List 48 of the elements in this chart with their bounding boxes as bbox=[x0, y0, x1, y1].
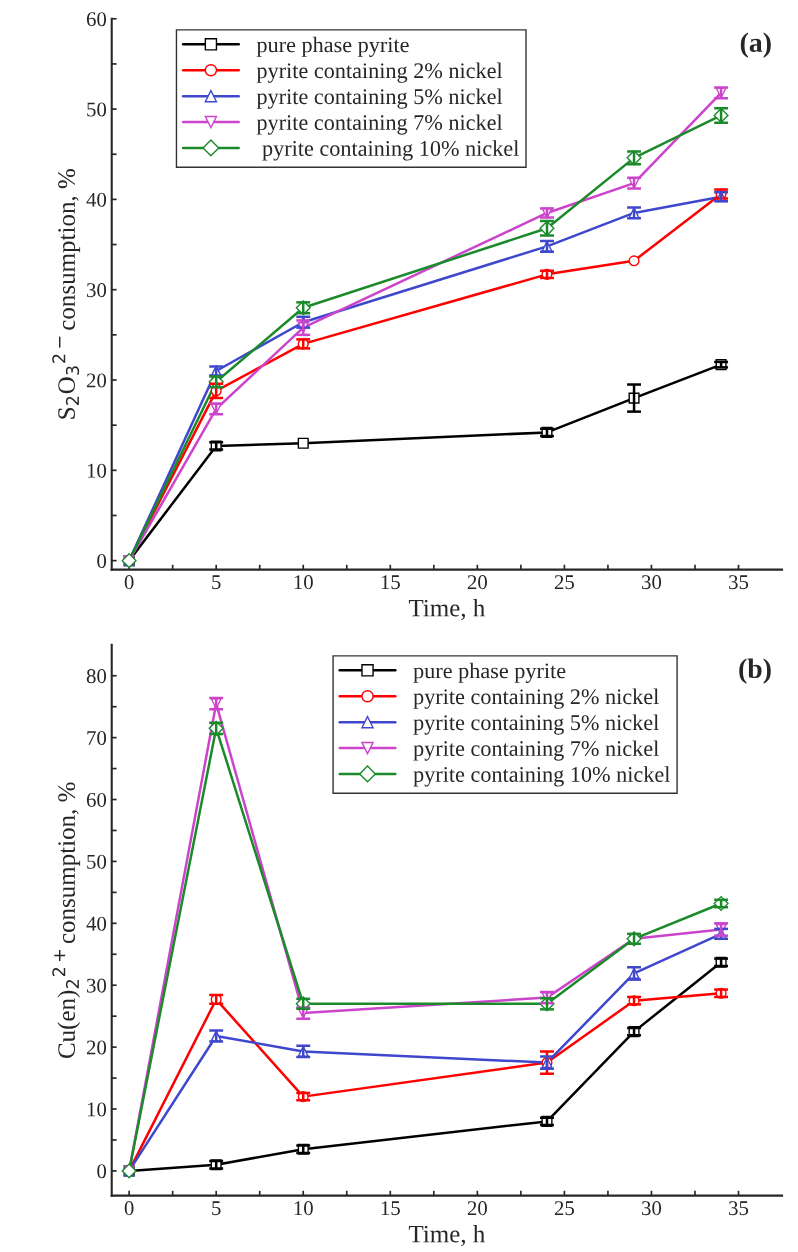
y-tick-label: 50 bbox=[87, 102, 107, 117]
y-tick-label: 40 bbox=[86, 192, 107, 207]
legend-label: pyrite containing 10% nickel bbox=[262, 140, 519, 161]
legend-label: pyrite containing 5% nickel bbox=[413, 714, 659, 735]
x-tick-label: 35 bbox=[729, 575, 749, 590]
y-tick-label: 80 bbox=[86, 669, 107, 684]
y-tick-label: 60 bbox=[86, 792, 107, 807]
y-tick-label: 70 bbox=[87, 731, 107, 746]
x-tick-label: 15 bbox=[381, 575, 400, 590]
y-tick-label: 20 bbox=[86, 1040, 107, 1055]
legend-label: pyrite containing 2% nickel bbox=[413, 688, 659, 709]
y-tick-label: 60 bbox=[86, 12, 107, 27]
y-tick-label: 10 bbox=[87, 463, 107, 478]
annotation: (b) bbox=[739, 658, 771, 684]
y-tick-label: 0 bbox=[97, 1164, 107, 1179]
y-tick-label: 30 bbox=[87, 283, 107, 298]
y-axis-title: S$_{2}$O$_{3}$$^{2−}$consumption, % bbox=[52, 169, 81, 419]
y-tick-label: 10 bbox=[87, 1102, 107, 1117]
y-axis-title: Cu(en)$_{2}$$^{2+}$consumption, % bbox=[52, 782, 81, 1059]
legend-label: pyrite containing 2% nickel bbox=[256, 62, 503, 83]
y-tick-label: 40 bbox=[86, 916, 107, 931]
x-tick-label: 25 bbox=[554, 1201, 575, 1216]
x-tick-label: 0 bbox=[124, 575, 134, 590]
legend-label: pyrite containing 7% nickel bbox=[256, 114, 503, 135]
y-tick-label: 30 bbox=[87, 978, 107, 993]
legend-label: pure phase pyrite bbox=[256, 36, 409, 57]
legend-label: pyrite containing 7% nickel bbox=[413, 740, 659, 761]
x-tick-label: 20 bbox=[467, 575, 487, 590]
x-tick-label: 25 bbox=[554, 575, 575, 590]
x-tick-label: 20 bbox=[467, 1201, 487, 1216]
x-tick-label: 15 bbox=[381, 1201, 400, 1216]
annotation: (a) bbox=[740, 32, 771, 58]
x-tick-label: 10 bbox=[294, 1201, 313, 1216]
x-tick-label: 5 bbox=[212, 575, 221, 590]
x-tick-label: 30 bbox=[642, 575, 662, 590]
legend-label: pyrite containing 10% nickel bbox=[413, 766, 670, 787]
x-tick-label: 0 bbox=[124, 1201, 134, 1216]
x-tick-label: 10 bbox=[294, 575, 313, 590]
legend-label: pure phase pyrite bbox=[413, 662, 566, 683]
y-tick-label: 50 bbox=[87, 854, 107, 869]
x-tick-label: 30 bbox=[642, 1201, 662, 1216]
y-tick-label: 20 bbox=[86, 373, 107, 388]
x-tick-label: 5 bbox=[212, 1201, 221, 1216]
x-axis-title: Time, h bbox=[408, 1224, 485, 1247]
x-axis-title: Time, h bbox=[408, 598, 485, 621]
x-tick-label: 35 bbox=[729, 1201, 749, 1216]
y-tick-label: 0 bbox=[97, 554, 107, 569]
legend-label: pyrite containing 5% nickel bbox=[256, 88, 503, 109]
